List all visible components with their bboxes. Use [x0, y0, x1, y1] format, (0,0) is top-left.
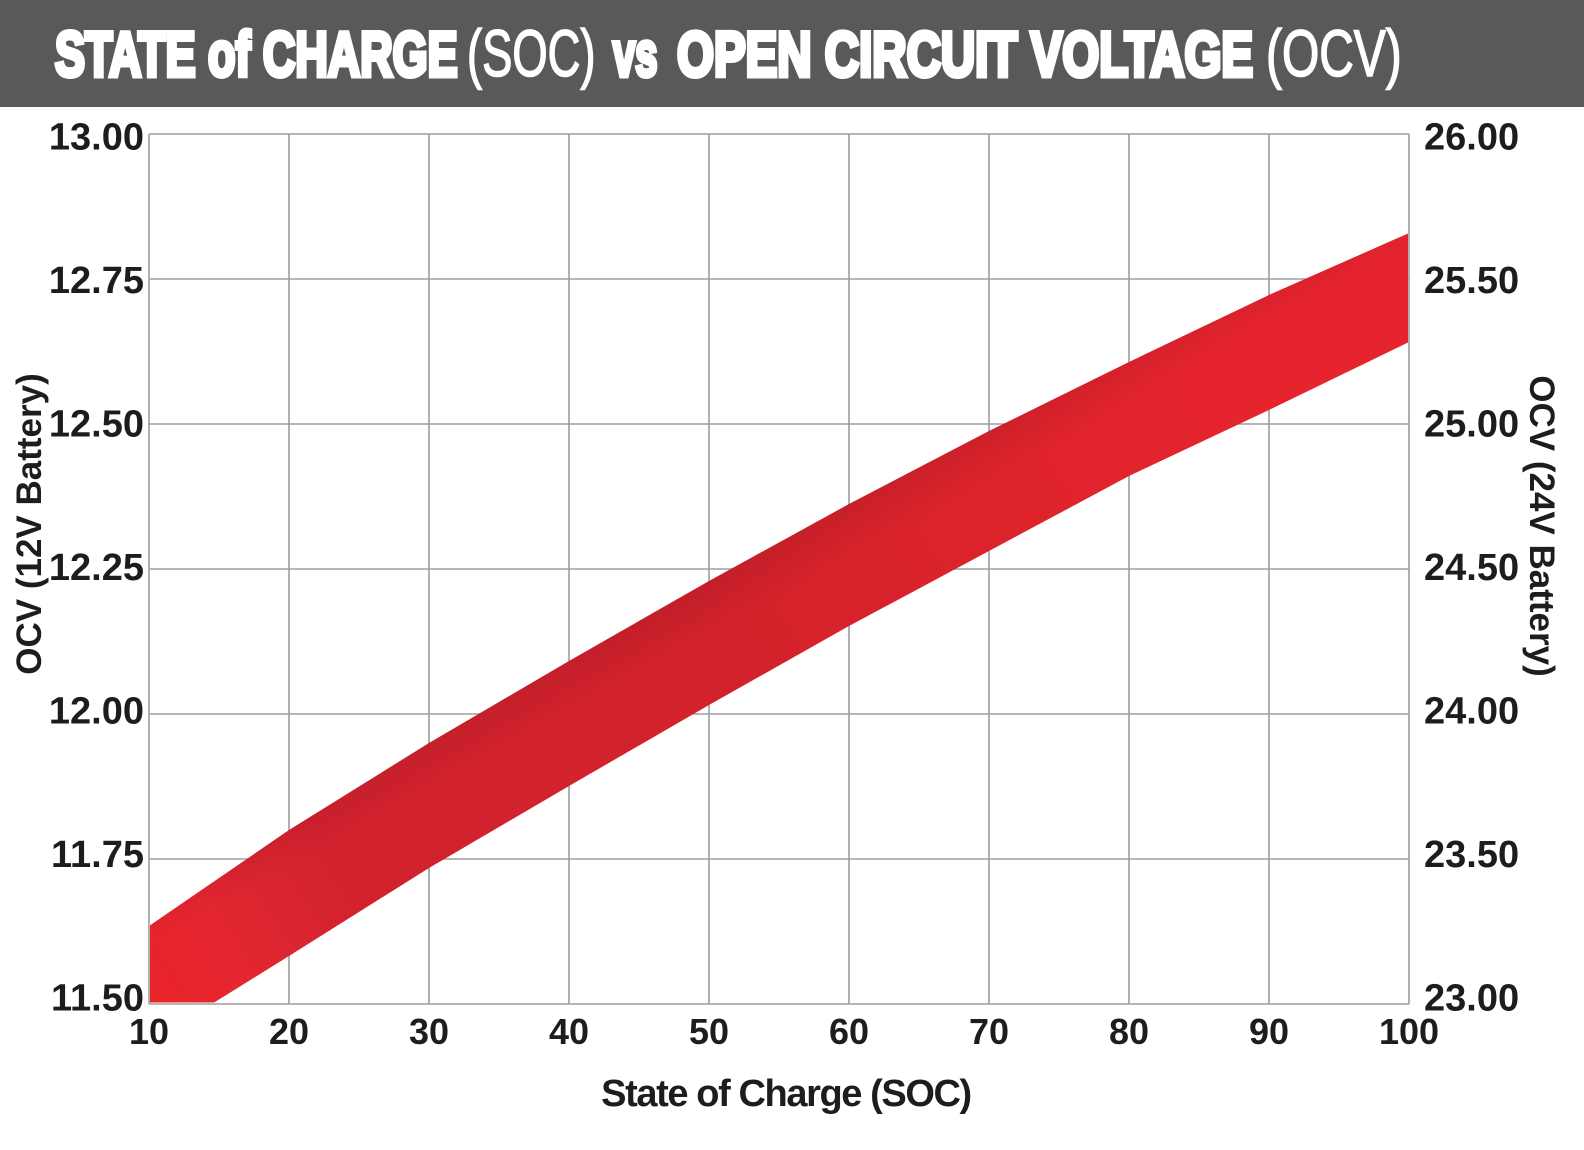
svg-text:24.00: 24.00 — [1424, 691, 1519, 733]
svg-text:40: 40 — [549, 1011, 589, 1052]
svg-text:30: 30 — [409, 1011, 449, 1052]
svg-text:25.50: 25.50 — [1424, 260, 1519, 302]
svg-text:25.00: 25.00 — [1424, 403, 1519, 445]
svg-text:11.75: 11.75 — [51, 834, 144, 876]
svg-text:100: 100 — [1379, 1011, 1439, 1052]
svg-text:60: 60 — [829, 1011, 869, 1052]
svg-text:20: 20 — [269, 1011, 309, 1052]
svg-text:State of Charge (SOC): State of Charge (SOC) — [601, 1073, 971, 1115]
svg-text:23.50: 23.50 — [1424, 834, 1519, 876]
svg-text:26.00: 26.00 — [1424, 116, 1519, 158]
svg-text:13.00: 13.00 — [49, 116, 144, 158]
svg-text:OCV (12V Battery): OCV (12V Battery) — [10, 373, 49, 674]
svg-text:80: 80 — [1109, 1011, 1149, 1052]
svg-text:10: 10 — [129, 1011, 169, 1052]
svg-text:24.50: 24.50 — [1424, 547, 1519, 589]
svg-text:11.50: 11.50 — [51, 978, 144, 1020]
svg-text:90: 90 — [1249, 1011, 1289, 1052]
svg-text:12.25: 12.25 — [49, 547, 144, 589]
svg-text:23.00: 23.00 — [1424, 978, 1519, 1020]
svg-text:12.50: 12.50 — [49, 403, 144, 445]
svg-text:(OCV): (OCV) — [1266, 18, 1402, 91]
svg-text:70: 70 — [969, 1011, 1009, 1052]
svg-text:STATE of CHARGE: STATE of CHARGE — [55, 18, 458, 89]
svg-text:12.00: 12.00 — [49, 691, 144, 733]
svg-text:12.75: 12.75 — [49, 260, 144, 302]
svg-text:50: 50 — [689, 1011, 729, 1052]
svg-text:OPEN CIRCUIT VOLTAGE: OPEN CIRCUIT VOLTAGE — [677, 18, 1253, 89]
svg-text:vs: vs — [613, 20, 657, 90]
svg-text:(SOC): (SOC) — [467, 17, 595, 90]
svg-text:OCV (24V Battery): OCV (24V Battery) — [1522, 375, 1561, 676]
